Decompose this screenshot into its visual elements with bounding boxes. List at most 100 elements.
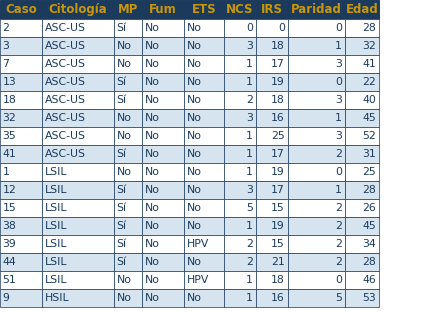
- Bar: [288, 163, 345, 181]
- Text: Sí: Sí: [116, 221, 126, 231]
- Bar: [184, 91, 224, 109]
- Bar: [256, 235, 288, 253]
- Text: 2: 2: [335, 221, 342, 231]
- Text: 3: 3: [335, 131, 342, 141]
- Bar: [42, 181, 114, 199]
- Text: No: No: [187, 113, 201, 123]
- Bar: [184, 199, 224, 217]
- Bar: [142, 0, 184, 19]
- Text: Edad: Edad: [346, 3, 379, 16]
- Text: 0: 0: [278, 23, 285, 33]
- Bar: [42, 73, 114, 91]
- Text: 39: 39: [3, 239, 16, 249]
- Text: 31: 31: [362, 149, 376, 159]
- Text: No: No: [145, 221, 159, 231]
- Bar: [114, 217, 142, 235]
- Text: 3: 3: [335, 95, 342, 105]
- Text: Sí: Sí: [116, 239, 126, 249]
- Bar: [114, 91, 142, 109]
- Text: No: No: [145, 41, 159, 51]
- Bar: [184, 55, 224, 73]
- Text: 15: 15: [271, 239, 285, 249]
- Text: No: No: [145, 275, 159, 285]
- Bar: [142, 199, 184, 217]
- Text: 5: 5: [246, 203, 253, 213]
- Text: 2: 2: [335, 149, 342, 159]
- Bar: [184, 73, 224, 91]
- Text: 18: 18: [3, 95, 16, 105]
- Text: 9: 9: [3, 293, 9, 303]
- Text: No: No: [187, 203, 201, 213]
- Text: 2: 2: [3, 23, 9, 33]
- Bar: [0, 19, 42, 37]
- Text: 28: 28: [362, 23, 376, 33]
- Text: ASC-US: ASC-US: [44, 77, 85, 87]
- Text: 44: 44: [3, 257, 16, 267]
- Bar: [42, 91, 114, 109]
- Text: 21: 21: [271, 257, 285, 267]
- Text: HPV: HPV: [187, 275, 209, 285]
- Text: No: No: [187, 185, 201, 195]
- Bar: [224, 73, 256, 91]
- Bar: [42, 289, 114, 307]
- Text: 1: 1: [246, 59, 253, 69]
- Bar: [288, 289, 345, 307]
- Text: No: No: [187, 77, 201, 87]
- Bar: [345, 55, 379, 73]
- Text: No: No: [187, 41, 201, 51]
- Bar: [42, 217, 114, 235]
- Text: 18: 18: [271, 95, 285, 105]
- Bar: [42, 145, 114, 163]
- Bar: [224, 55, 256, 73]
- Text: ASC-US: ASC-US: [44, 23, 85, 33]
- Bar: [288, 73, 345, 91]
- Bar: [345, 127, 379, 145]
- Bar: [42, 235, 114, 253]
- Text: No: No: [145, 293, 159, 303]
- Bar: [345, 145, 379, 163]
- Text: LSIL: LSIL: [44, 239, 67, 249]
- Text: No: No: [145, 23, 159, 33]
- Text: 0: 0: [246, 23, 253, 33]
- Bar: [0, 145, 42, 163]
- Text: HPV: HPV: [187, 239, 209, 249]
- Text: No: No: [116, 41, 132, 51]
- Bar: [142, 55, 184, 73]
- Text: No: No: [116, 131, 132, 141]
- Bar: [42, 55, 114, 73]
- Text: No: No: [145, 113, 159, 123]
- Text: Sí: Sí: [116, 77, 126, 87]
- Bar: [256, 145, 288, 163]
- Text: 17: 17: [271, 59, 285, 69]
- Bar: [224, 217, 256, 235]
- Bar: [114, 19, 142, 37]
- Text: No: No: [187, 293, 201, 303]
- Text: 1: 1: [246, 293, 253, 303]
- Bar: [256, 73, 288, 91]
- Text: 2: 2: [335, 257, 342, 267]
- Bar: [0, 253, 42, 271]
- Text: 45: 45: [362, 221, 376, 231]
- Bar: [184, 271, 224, 289]
- Bar: [142, 73, 184, 91]
- Bar: [142, 109, 184, 127]
- Bar: [0, 163, 42, 181]
- Text: 15: 15: [3, 203, 16, 213]
- Bar: [345, 199, 379, 217]
- Text: No: No: [116, 59, 132, 69]
- Text: LSIL: LSIL: [44, 257, 67, 267]
- Text: Paridad: Paridad: [291, 3, 342, 16]
- Bar: [256, 91, 288, 109]
- Bar: [256, 37, 288, 55]
- Text: 41: 41: [3, 149, 16, 159]
- Bar: [345, 73, 379, 91]
- Text: 46: 46: [362, 275, 376, 285]
- Bar: [0, 73, 42, 91]
- Text: LSIL: LSIL: [44, 185, 67, 195]
- Bar: [345, 289, 379, 307]
- Text: Citología: Citología: [49, 3, 107, 16]
- Text: 5: 5: [335, 293, 342, 303]
- Bar: [256, 109, 288, 127]
- Bar: [0, 271, 42, 289]
- Bar: [184, 289, 224, 307]
